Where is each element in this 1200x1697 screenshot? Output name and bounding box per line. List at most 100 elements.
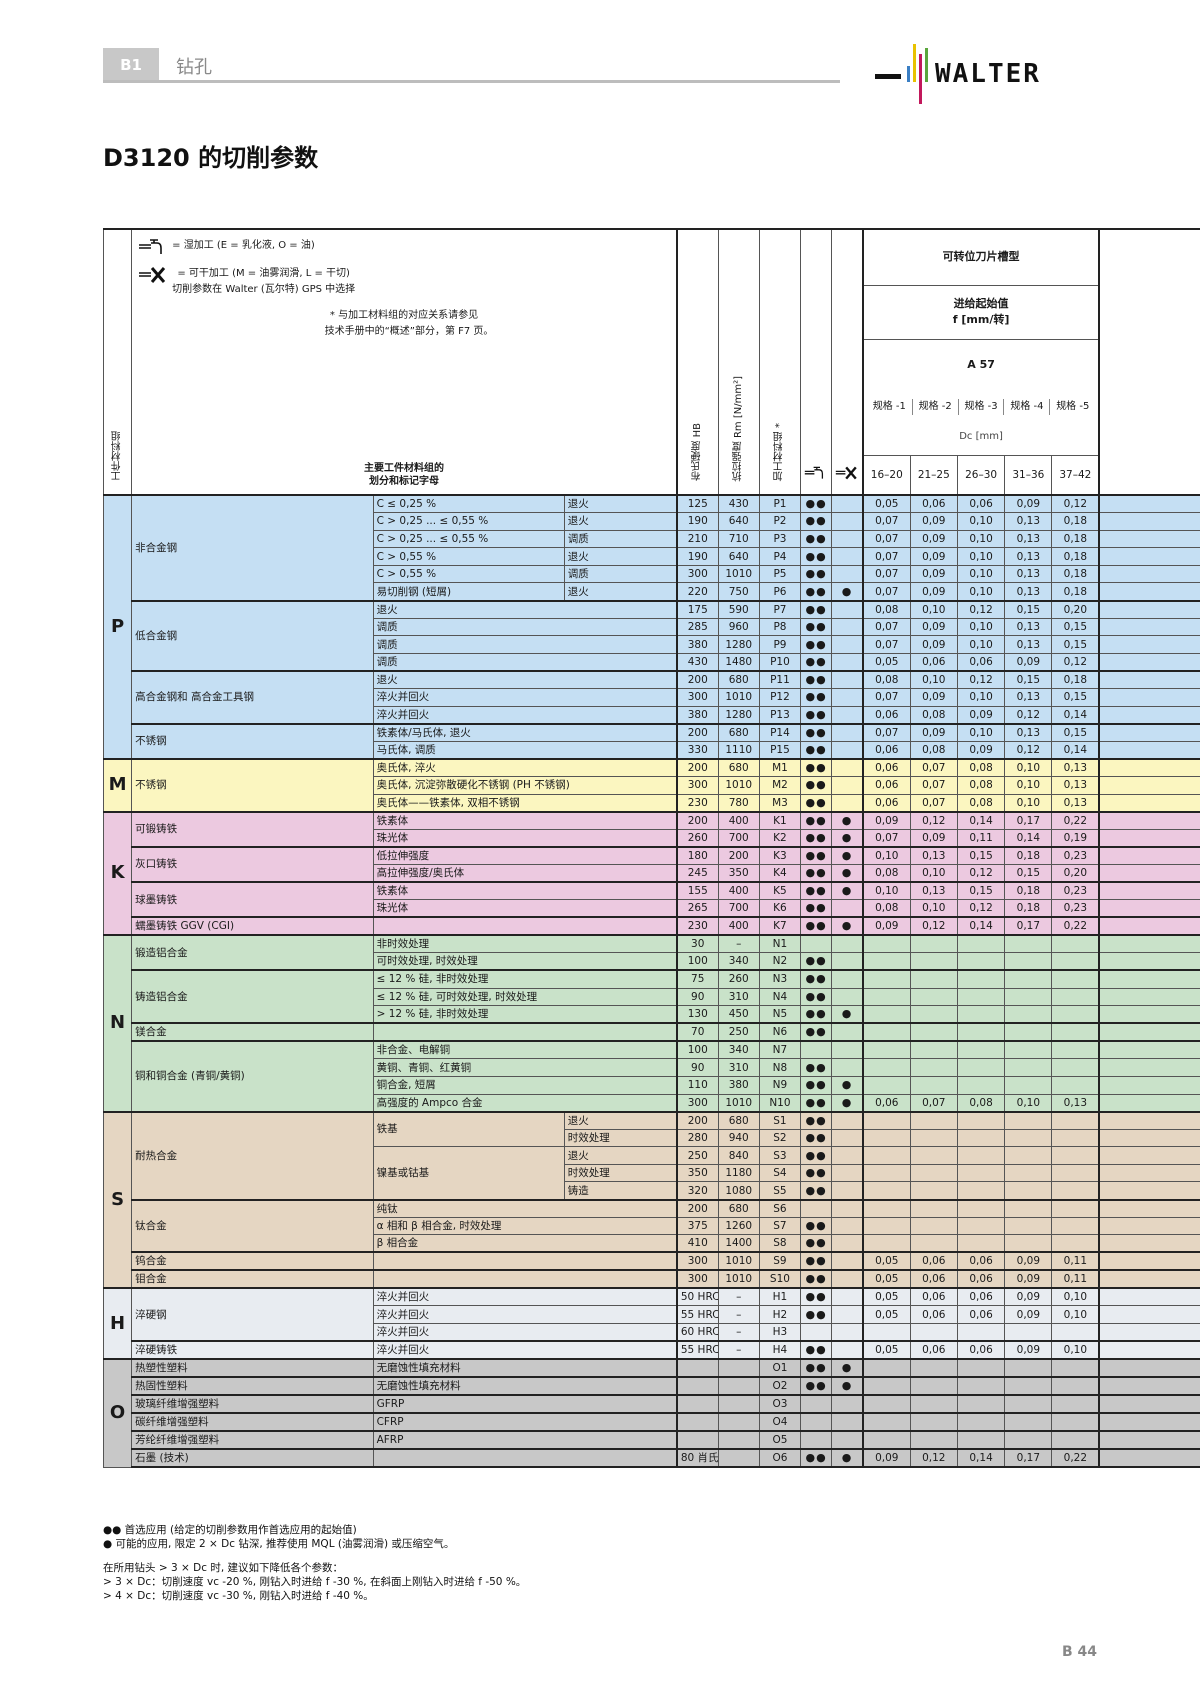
feed-value-size-1: 0,09: [862, 810, 911, 830]
dry-suitability: [831, 1040, 864, 1060]
dry-suitability: [831, 635, 864, 654]
dc-range-1: 16–20: [862, 454, 911, 496]
feed-value-size-3: [956, 1075, 1006, 1095]
table-row: 低合金钢 退火 175 590 P7 ●● 0,08 0,10 0,12 0,15 0,20: [103, 599, 1200, 672]
blank-cell: [1099, 863, 1200, 883]
feed-value-size-5: 0,14: [1051, 705, 1101, 725]
tensile-value: 310: [717, 1058, 760, 1077]
blank-cell: [1099, 1340, 1200, 1360]
material-subgroup: C ≤ 0,25 %: [372, 494, 565, 514]
feed-value-size-4: [1004, 1394, 1053, 1414]
tensile-value: [717, 1430, 760, 1450]
material-subgroup: 退火: [372, 669, 678, 690]
tensile-value: 680: [717, 1198, 760, 1218]
feed-value-size-1: [862, 934, 911, 954]
cutting-data-table-wrapper: 工件材料组 = 湿加工 (E = 乳化液, O = 油) = 可干加工 (M =…: [102, 228, 1200, 1469]
table-row: 铸造铝合金 ≤ 12 % 硅, 非时效处理 75 260 N3 ●●: [103, 969, 1200, 1024]
feed-value-size-2: [909, 1128, 958, 1148]
dry-suitability: [831, 688, 864, 707]
feed-value-size-3: [956, 1323, 1006, 1342]
feed-value-size-4: [1004, 1323, 1053, 1342]
feed-value-size-1: 0,06: [862, 776, 911, 795]
tensile-value: –: [717, 1305, 760, 1325]
tensile-value: 640: [717, 547, 760, 566]
dry-suitability: [831, 1022, 864, 1042]
feed-value-size-5: [1051, 1234, 1101, 1253]
hardness-value: [675, 1358, 719, 1378]
hardness-value: 430: [675, 652, 719, 672]
feed-value-size-1: 0,07: [862, 617, 911, 637]
hardness-value: 300: [675, 1093, 719, 1113]
wet-suitability: ●●: [800, 494, 833, 514]
feed-value-size-3: [956, 1128, 1006, 1148]
machining-group-code: P6: [758, 582, 802, 602]
dry-suitability: ●: [831, 828, 864, 848]
wet-suitability: ●●: [800, 757, 833, 777]
tensile-value: 1010: [717, 1269, 760, 1289]
feed-value-size-3: 0,12: [956, 863, 1006, 883]
material-subgroup: 退火: [372, 599, 678, 619]
feed-value-size-3: 0,08: [956, 1093, 1006, 1113]
tensile-value: 710: [717, 529, 760, 549]
feed-value-size-3: 0,08: [956, 776, 1006, 795]
machining-group-code: P14: [758, 722, 802, 742]
table-row: 灰口铸铁 低拉伸强度 180 200 K3 ●● ● 0,10 0,13 0,15 0,18 0,23: [103, 845, 1200, 883]
feed-value-size-1: [862, 952, 911, 971]
wet-suitability: ●●: [800, 688, 833, 707]
wet-suitability: ●●: [800, 599, 833, 619]
table-row: C > 0,25 ... ≤ 0,55 % 退火 190 640 P2 ●● 0,07 0,0…: [103, 512, 1200, 531]
material-group-name: 灰口铸铁: [131, 845, 374, 883]
hardness-value: 410: [675, 1234, 719, 1253]
feed-value-size-5: [1051, 1075, 1101, 1095]
material-subgroup: 淬火并回火: [372, 705, 678, 725]
material-group-name: 镁合金: [131, 1022, 374, 1042]
feed-value-size-1: 0,06: [862, 705, 911, 725]
feed-value-size-2: 0,09: [909, 722, 958, 742]
dc-range-3: 26–30: [956, 454, 1006, 496]
blank-cell: [1099, 776, 1200, 795]
material-group-name: 低合金钢: [131, 599, 374, 672]
blank-cell: [1099, 1430, 1200, 1450]
hardness-value: 155: [675, 881, 719, 901]
material-condition: 退火: [563, 547, 678, 566]
table-row: 淬火并回火 300 1010 P12 ●● 0,07 0,09 0,10 0,13 0,15: [103, 688, 1200, 707]
feed-value-size-4: 0,13: [1004, 582, 1053, 602]
dry-suitability: [831, 1110, 864, 1130]
tensile-value: 750: [717, 582, 760, 602]
footnotes: ●● 首选应用 (给定的切削参数用作首选应用的起始值) ● 可能的应用, 限定 …: [103, 1523, 526, 1603]
feed-value-size-4: 0,09: [1004, 1305, 1053, 1325]
feed-value-size-4: [1004, 987, 1053, 1007]
feed-value-size-5: 0,15: [1051, 635, 1101, 654]
dry-suitability: ●: [831, 582, 864, 602]
machining-group-code: K7: [758, 916, 802, 936]
feed-value-size-5: 0,22: [1051, 810, 1101, 830]
dry-suitability: [831, 1058, 864, 1077]
material-group-name: 石墨 (技术): [131, 1448, 374, 1469]
tensile-value: 200: [717, 845, 760, 865]
feed-value-size-5: [1051, 1198, 1101, 1218]
material-group-name: 耐热合金: [131, 1110, 374, 1201]
hardness-value: 130: [675, 1005, 719, 1024]
feed-value-size-4: [1004, 1163, 1053, 1183]
feed-value-size-1: 0,10: [862, 845, 911, 865]
feed-value-size-1: 0,08: [862, 863, 911, 883]
page-number: B 44: [1062, 1644, 1098, 1660]
feed-value-size-4: [1004, 1040, 1053, 1060]
table-row: S 耐热合金 铁基 退火 200 680 S1 ●●: [102, 1110, 1200, 1289]
feed-value-size-3: [956, 1181, 1006, 1201]
table-row: 球墨铸铁 铁素体 155 400 K5 ●● ● 0,10 0,13 0,15 0,18 0,23: [103, 881, 1200, 918]
feed-value-size-2: 0,08: [909, 740, 958, 760]
blank-cell: [1099, 1394, 1200, 1414]
feed-value-size-1: 0,07: [862, 635, 911, 654]
wet-suitability: ●●: [800, 547, 833, 566]
machining-group-code: K1: [758, 810, 802, 830]
feed-value-size-4: 0,13: [1004, 512, 1053, 531]
wet-suitability: ●●: [800, 1005, 833, 1024]
feed-value-size-2: 0,06: [909, 1305, 958, 1325]
material-subgroup: 无磨蚀性填充材料: [372, 1376, 678, 1396]
feed-value-size-3: 0,10: [956, 722, 1006, 742]
feed-value-size-3: 0,06: [956, 1340, 1006, 1360]
feed-value-size-1: 0,06: [862, 1093, 911, 1113]
material-group-name: 可锻铸铁: [131, 810, 374, 848]
table-row: 调质 285 960 P8 ●● 0,07 0,09 0,10 0,13 0,15: [103, 617, 1200, 637]
